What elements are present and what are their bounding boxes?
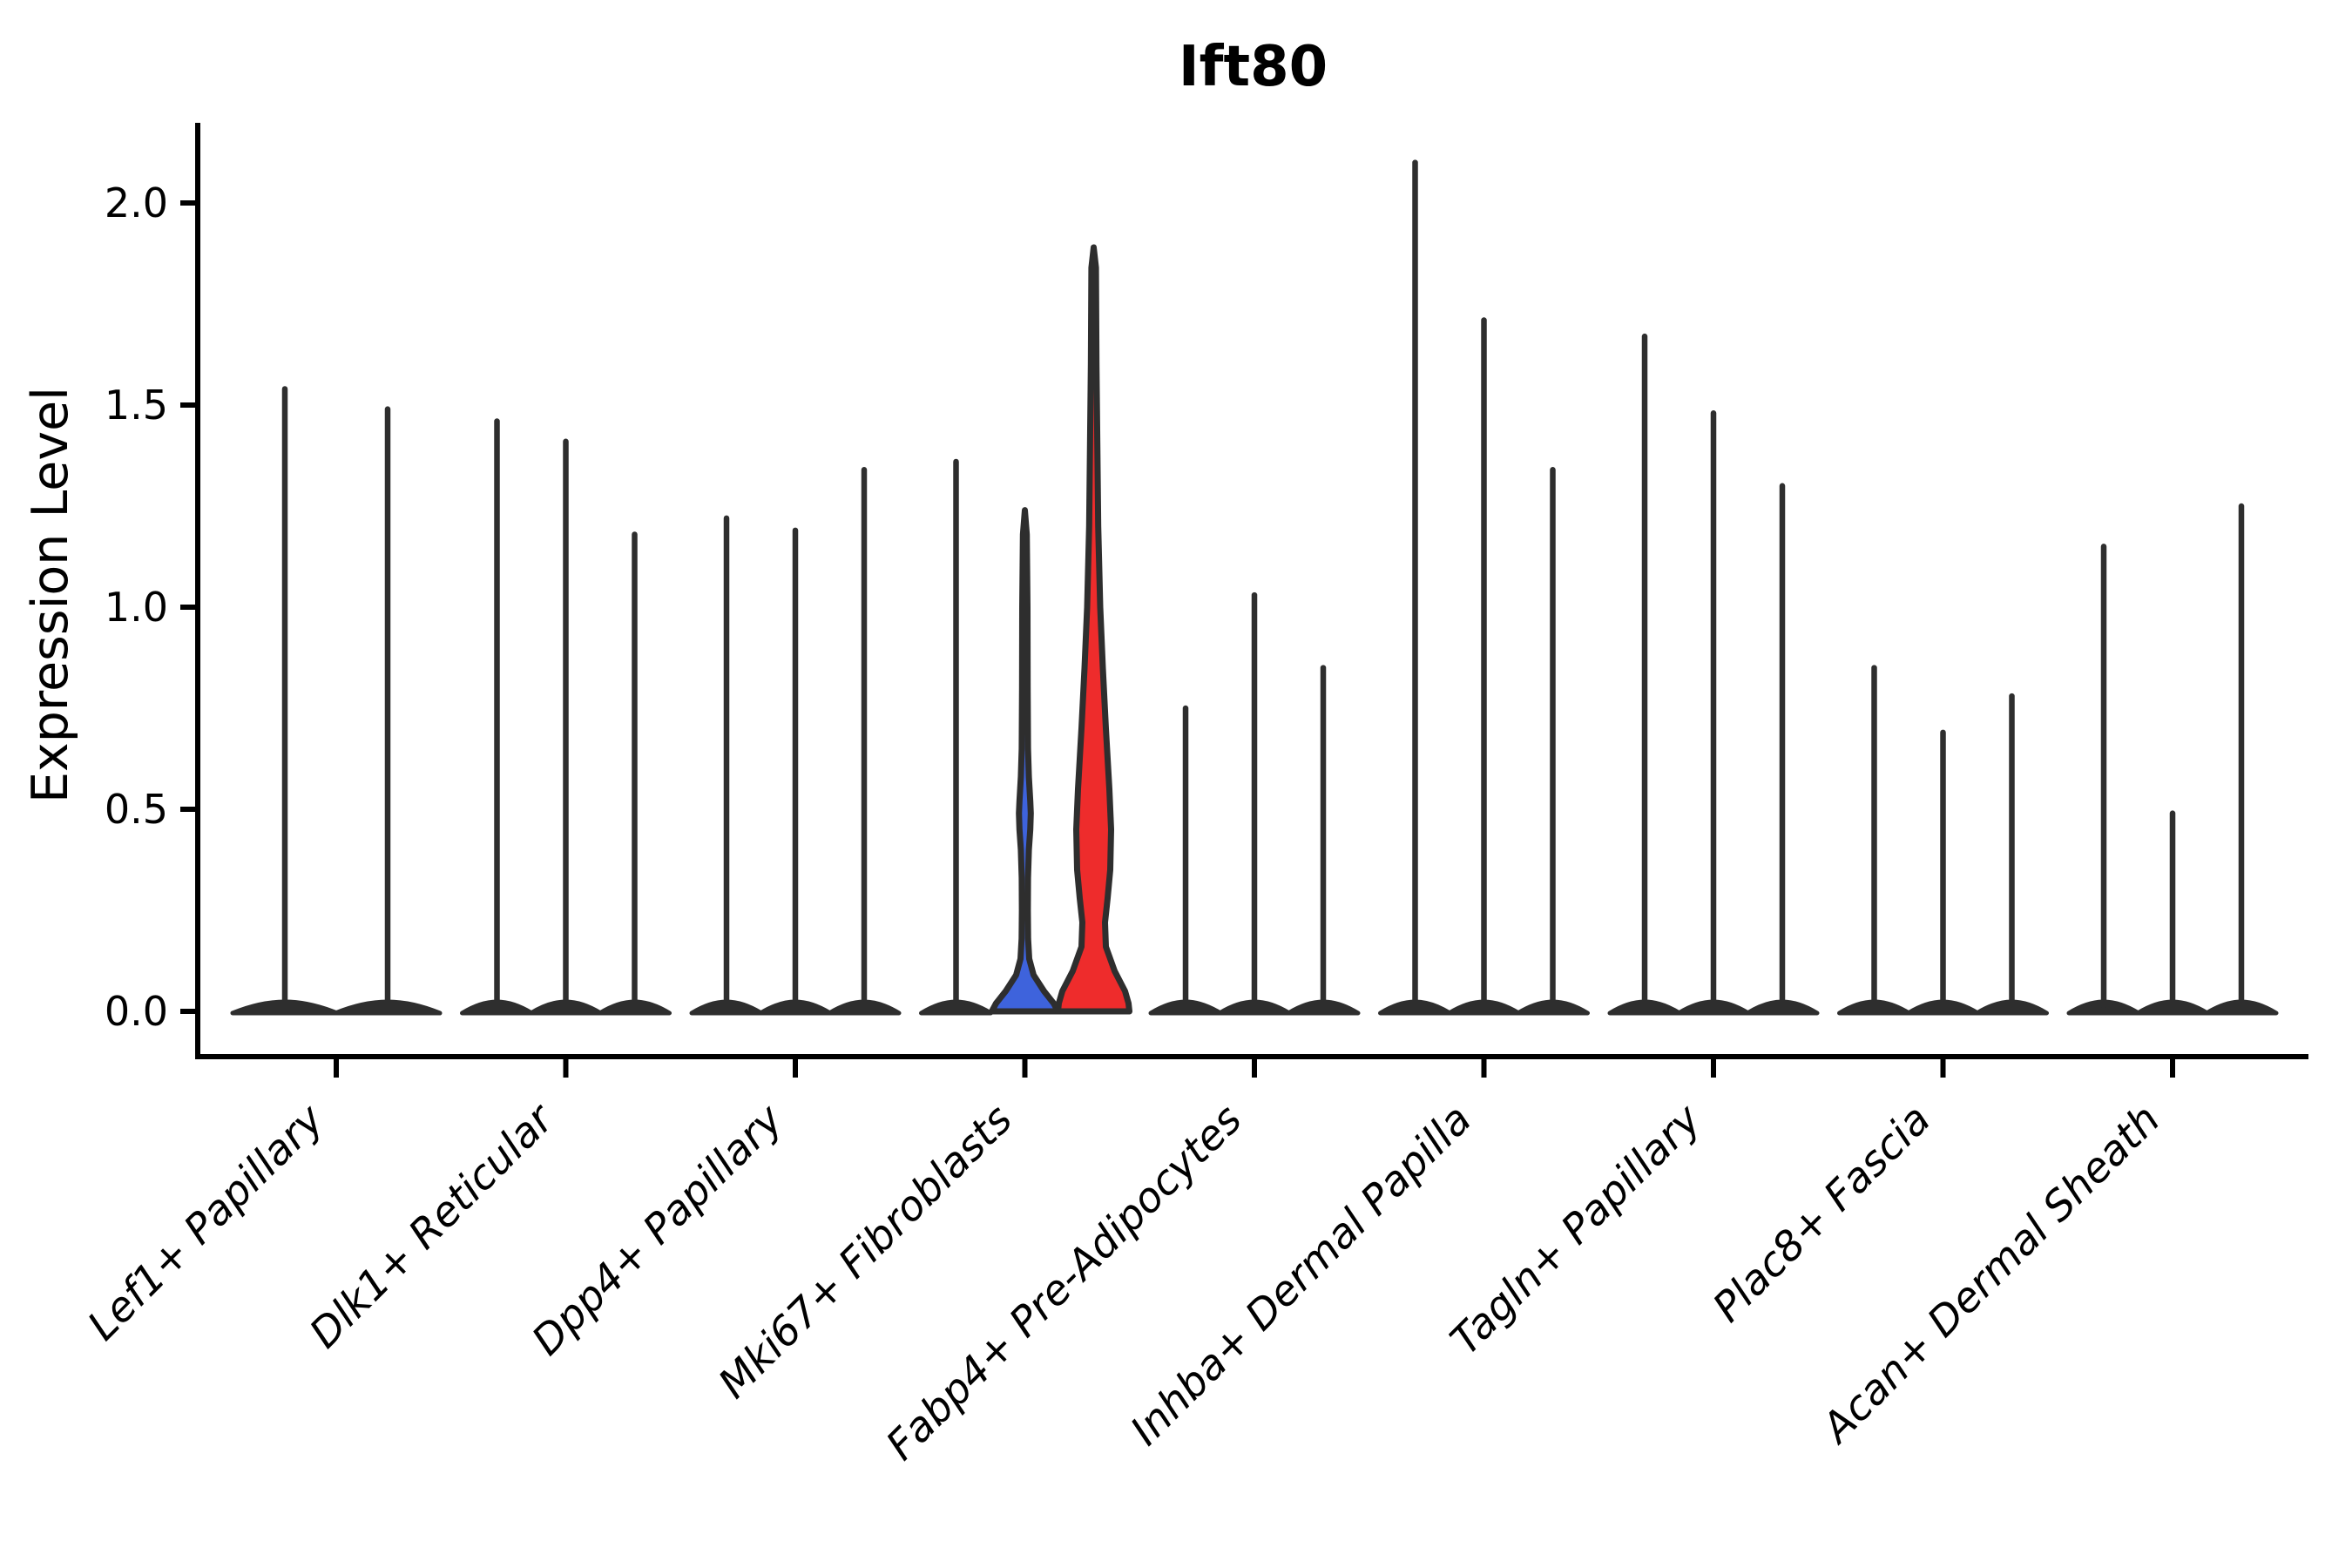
y-tick-label: 2.0 (105, 179, 168, 226)
violin-mki67-fibroblasts-2-blue (989, 507, 1061, 1015)
y-tick-label: 1.0 (105, 584, 168, 631)
y-tick-label: 1.5 (105, 382, 168, 429)
violin-mki67-fibroblasts-3-red (1055, 244, 1132, 1015)
y-tick-label: 0.5 (105, 786, 168, 833)
x-tick-label-lef1-papillary: Lef1+ Papillary (78, 1095, 334, 1350)
x-tick-label-plac8-fascia: Plac8+ Fascia (1704, 1096, 1940, 1332)
plot-title: Ift80 (1178, 35, 1328, 99)
x-tick-label-dpp4-papillary: Dpp4+ Papillary (523, 1095, 793, 1365)
y-tick-label: 0.0 (105, 988, 168, 1035)
x-tick-label-tagln-papillary: Tagln+ Papillary (1442, 1095, 1712, 1365)
x-tick-label-dlk1-reticular: Dlk1+ Reticular (301, 1094, 564, 1358)
